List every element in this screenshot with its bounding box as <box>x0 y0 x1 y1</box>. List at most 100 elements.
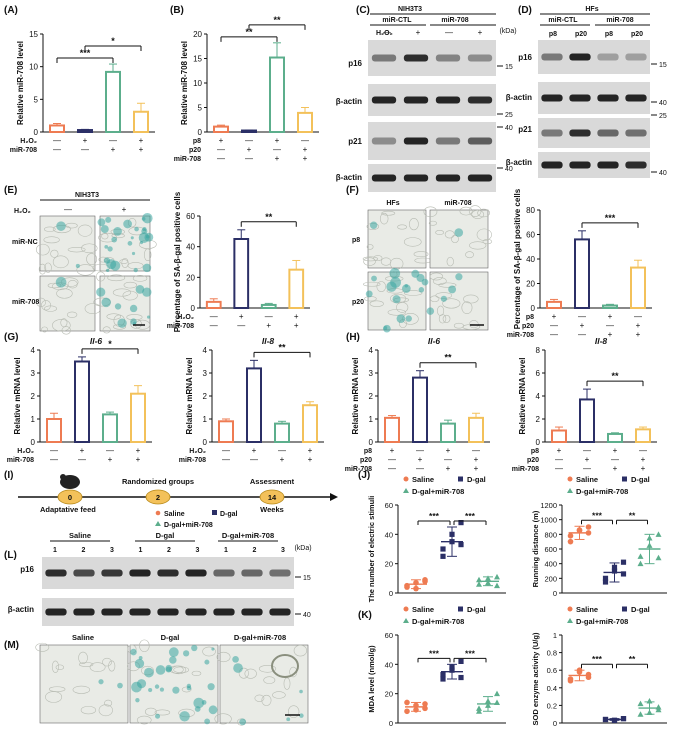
legend-label: D-gal <box>467 605 486 614</box>
data-point <box>458 674 464 681</box>
blot-band <box>269 569 291 577</box>
data-point <box>585 524 592 530</box>
blot-band <box>569 129 591 137</box>
y-tick-label: 0 <box>203 438 208 447</box>
cell-outline <box>101 233 109 240</box>
y-tick-label: 800 <box>544 530 557 539</box>
stain-blob <box>204 718 211 725</box>
data-point <box>567 533 574 539</box>
condition-sign: — <box>237 321 245 330</box>
condition-sign: — <box>265 312 273 321</box>
bar <box>74 360 90 443</box>
stain-blob <box>145 234 150 239</box>
blot-band <box>403 54 429 62</box>
cell-line-label: NIH3T3 <box>398 6 422 13</box>
y-tick-label: 1 <box>31 415 36 424</box>
mw-label: 40 <box>505 166 513 173</box>
y-axis-label: Running distance (m) <box>531 510 540 587</box>
stain-blob <box>454 228 464 237</box>
y-tick-label: 1200 <box>540 501 557 510</box>
y-tick-label: 0 <box>389 589 393 598</box>
y-tick-label: 0 <box>389 719 393 728</box>
y-tick-label: 0.8 <box>547 649 557 658</box>
data-point <box>494 690 500 697</box>
condition-sign: — <box>555 464 563 473</box>
cell-outline <box>463 294 479 304</box>
data-point <box>620 559 627 565</box>
cell-outline <box>41 326 48 333</box>
cell-outline <box>48 686 66 692</box>
cell-outline <box>61 326 71 335</box>
bar <box>269 56 285 134</box>
condition-label: miR-708 <box>512 466 539 473</box>
legend-marker <box>567 618 573 623</box>
condition-label: p8 <box>531 448 539 455</box>
cell-outline <box>482 239 493 245</box>
significance-label: ** <box>444 353 452 363</box>
y-tick-label: 200 <box>544 574 557 583</box>
stain-blob <box>101 297 111 308</box>
panel-label: (G) <box>4 332 18 343</box>
condition-sign: + <box>139 145 144 154</box>
chart-title: Il-8 <box>262 336 275 346</box>
bar <box>546 300 562 309</box>
stain-blob <box>396 314 406 323</box>
blot-band <box>185 608 207 616</box>
cell-outline <box>56 288 73 299</box>
y-tick-label: 60 <box>385 501 393 510</box>
y-tick-label: 40 <box>385 660 393 669</box>
stain-blob <box>129 304 138 313</box>
condition-sign: + <box>139 136 144 145</box>
y-axis-label: Relative mRNA level <box>518 357 527 434</box>
cell-outline <box>104 699 113 707</box>
y-tick-label: 1000 <box>540 516 557 525</box>
group-label: miR-CTL <box>548 17 578 24</box>
cell-outline <box>123 281 138 289</box>
y-axis-label: Relative miR-708 level <box>16 41 25 125</box>
blot-band <box>467 54 493 62</box>
bar <box>412 376 428 444</box>
panel-label: (F) <box>346 185 359 196</box>
cell-outline <box>376 281 387 293</box>
cell-outline <box>366 244 374 250</box>
y-tick-label: 0 <box>369 438 374 447</box>
condition-sign: + <box>478 28 483 37</box>
blot-band <box>569 53 591 61</box>
stain-blob <box>98 679 104 685</box>
significance-label: *** <box>592 654 603 664</box>
legend-marker <box>403 606 409 612</box>
cell-line-label: HFs <box>585 6 598 13</box>
micrograph-saline <box>39 644 129 724</box>
lane-number: 3 <box>196 547 200 554</box>
y-tick-label: 0.6 <box>547 666 557 675</box>
data-point <box>458 542 464 548</box>
data-point <box>637 560 644 567</box>
cell-outline <box>98 704 113 717</box>
bar <box>46 418 62 443</box>
stain-blob <box>193 697 205 709</box>
data-point <box>637 711 644 717</box>
protein-label: p16 <box>348 59 362 68</box>
data-point <box>655 704 662 710</box>
legend-label: D-gal+miR-708 <box>576 617 628 626</box>
stain-blob <box>144 667 154 678</box>
blot-band <box>467 96 493 104</box>
condition-sign: + <box>294 321 299 330</box>
cell-outline <box>469 320 479 329</box>
condition-sign: + <box>303 145 308 154</box>
group-label: D-gal <box>156 531 175 540</box>
condition-sign: + <box>552 312 557 321</box>
blot-band <box>597 129 619 137</box>
data-point <box>476 708 482 714</box>
condition-sign: — <box>383 28 391 37</box>
stain-blob <box>165 666 172 673</box>
cell-outline <box>461 301 473 314</box>
legend-label: D-gal <box>220 511 238 518</box>
cell-outline <box>119 259 128 265</box>
condition-label: miR-708 <box>167 323 194 330</box>
y-axis-label: Relative mRNA level <box>351 357 360 434</box>
cell-outline <box>428 220 437 226</box>
cell-outline <box>432 277 447 286</box>
bar <box>49 124 65 134</box>
cell-outline <box>181 686 192 693</box>
